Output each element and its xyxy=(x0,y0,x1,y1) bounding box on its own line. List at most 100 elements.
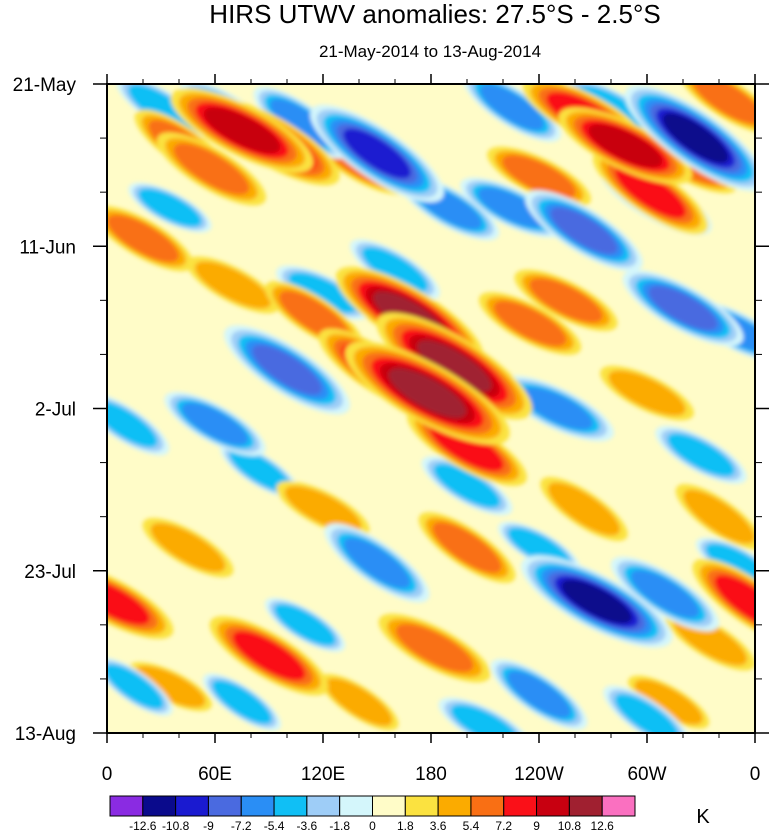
anomaly-feature xyxy=(624,84,755,192)
colorbar-label: -12.6 xyxy=(129,819,157,833)
anomaly-feature xyxy=(107,657,173,716)
anomaly-contour xyxy=(388,368,467,418)
x-tick-label: 60W xyxy=(627,764,666,785)
x-tick-label: 0 xyxy=(750,764,761,785)
anomaly-contour xyxy=(361,247,429,292)
anomaly-contour xyxy=(343,128,411,179)
anomaly-feature xyxy=(156,132,266,206)
colorbar: -12.6 -10.8 -9 -7.2 -5.4 -3.6 -1.8 0 1.8 3.6 5.4 7.… xyxy=(109,795,636,833)
anomaly-contour xyxy=(203,107,281,154)
anomaly-contour xyxy=(667,433,735,477)
colorbar-swatch xyxy=(503,795,538,817)
anomaly-contour xyxy=(615,166,686,219)
anomaly-feature xyxy=(514,269,618,332)
colorbar-swatch xyxy=(568,795,603,817)
anomaly-feature xyxy=(421,456,513,516)
colorbar-swatch xyxy=(240,795,275,817)
anomaly-feature xyxy=(128,662,212,712)
colorbar-swatch xyxy=(175,795,209,817)
anomaly-feature xyxy=(164,391,266,457)
colorbar-swatch xyxy=(142,795,177,817)
anomaly-feature xyxy=(107,205,194,272)
anomaly-contour xyxy=(343,537,411,589)
colorbar-label: -10.8 xyxy=(162,819,190,833)
y-tick-label: 23-Jul xyxy=(24,562,76,583)
anomaly-contour xyxy=(252,344,322,395)
anomaly-contour xyxy=(417,340,492,392)
anomaly-feature xyxy=(310,104,444,203)
anomaly-contour xyxy=(662,113,729,164)
heatmap-field xyxy=(107,84,755,733)
anomaly-contour xyxy=(493,300,567,347)
anomaly-contour xyxy=(433,463,501,508)
anomaly-contour xyxy=(270,98,333,147)
anomaly-contour xyxy=(432,522,502,573)
anomaly-contour xyxy=(529,278,603,323)
anomaly-feature xyxy=(418,512,516,583)
anomaly-feature xyxy=(186,256,280,314)
colorbar-label: 9 xyxy=(533,819,540,833)
anomaly-feature xyxy=(116,84,206,139)
anomaly-contour xyxy=(195,261,271,309)
anomaly-feature xyxy=(107,564,174,639)
anomaly-feature xyxy=(319,673,399,731)
colorbar-swatch xyxy=(470,795,505,817)
anomaly-contour xyxy=(107,400,158,448)
anomaly-contour xyxy=(288,272,358,313)
anomaly-contour xyxy=(107,664,164,710)
anomaly-feature xyxy=(224,325,350,415)
x-tick-label: 60E xyxy=(198,764,232,785)
anomaly-contour xyxy=(128,84,194,131)
colorbar-label: -9 xyxy=(203,819,214,833)
colorbar-swatch xyxy=(273,795,308,817)
colorbar-swatch xyxy=(372,795,406,817)
anomaly-contour xyxy=(134,665,206,708)
anomaly-contour xyxy=(550,207,618,255)
anomaly-feature xyxy=(107,392,170,456)
colorbar-label: 0 xyxy=(369,819,376,833)
colorbar-label: 10.8 xyxy=(558,819,582,833)
x-tick-label: 180 xyxy=(415,764,447,785)
anomaly-feature xyxy=(276,481,370,537)
anomaly-feature xyxy=(520,555,673,648)
colorbar-swatch xyxy=(404,795,439,817)
anomaly-feature xyxy=(487,146,591,207)
anomaly-contour xyxy=(173,143,250,195)
y-axis: 21-May 11-Jun 2-Jul 23-Jul 13-Aug xyxy=(13,75,769,745)
y-tick-label: 13-Aug xyxy=(15,724,76,745)
anomaly-contour xyxy=(692,84,755,124)
anomaly-feature xyxy=(460,177,564,238)
anomaly-feature xyxy=(592,150,709,235)
y-tick-label: 21-May xyxy=(13,75,77,96)
anomaly-feature xyxy=(695,537,755,589)
colorbar-label: -1.8 xyxy=(329,819,350,833)
anomaly-contour xyxy=(138,188,202,227)
anomaly-contour xyxy=(107,215,179,263)
x-tick-label: 120W xyxy=(514,764,564,785)
anomaly-feature xyxy=(675,484,755,550)
anomaly-contour xyxy=(279,290,349,341)
colorbar-swatch xyxy=(536,795,570,817)
anomaly-contour xyxy=(395,623,474,673)
anomaly-feature xyxy=(209,616,329,696)
chart-subtitle: 21-May-2014 to 13-Aug-2014 xyxy=(319,42,541,61)
colorbar-label: 12.6 xyxy=(591,819,615,833)
anomaly-feature xyxy=(692,558,755,645)
colorbar-label: 5.4 xyxy=(463,819,480,833)
anomaly-feature xyxy=(438,697,532,733)
anomaly-contour xyxy=(630,570,700,618)
anomaly-contour xyxy=(478,187,546,228)
anomaly-feature xyxy=(490,658,588,730)
anomaly-contour xyxy=(548,482,620,536)
anomaly-contour xyxy=(561,579,632,624)
anomaly-contour xyxy=(274,603,336,646)
anomaly-feature xyxy=(324,523,430,603)
anomaly-contour xyxy=(714,575,755,629)
anomaly-contour xyxy=(614,693,680,733)
colorbar-label: -3.6 xyxy=(297,819,318,833)
colorbar-swatch xyxy=(306,795,341,817)
colorbar-swatch xyxy=(207,795,242,817)
anomaly-contour xyxy=(502,155,576,199)
